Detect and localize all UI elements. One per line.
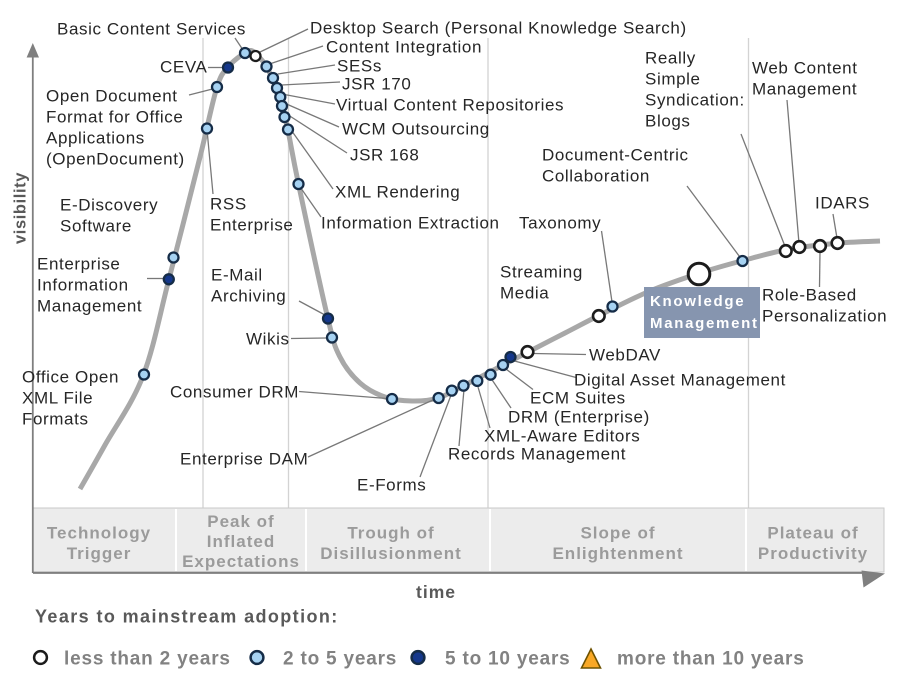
- svg-text:(OpenDocument): (OpenDocument): [46, 150, 185, 169]
- svg-text:Productivity: Productivity: [758, 544, 868, 563]
- svg-text:XML File: XML File: [22, 389, 93, 408]
- svg-text:E-Discovery: E-Discovery: [60, 196, 158, 215]
- svg-text:Management: Management: [37, 297, 142, 316]
- svg-text:Streaming: Streaming: [500, 263, 583, 282]
- svg-text:ECM Suites: ECM Suites: [530, 389, 626, 408]
- svg-text:Basic Content Services: Basic Content Services: [57, 20, 246, 39]
- svg-text:Expectations: Expectations: [182, 552, 300, 571]
- svg-text:Consumer DRM: Consumer DRM: [170, 383, 299, 402]
- svg-text:5 to 10 years: 5 to 10 years: [445, 649, 571, 670]
- svg-text:Office Open: Office Open: [22, 368, 119, 387]
- svg-text:Syndication:: Syndication:: [645, 91, 745, 110]
- svg-text:Knowledge: Knowledge: [650, 293, 745, 310]
- svg-text:WCM Outsourcing: WCM Outsourcing: [342, 120, 490, 139]
- svg-text:Personalization: Personalization: [762, 307, 887, 326]
- svg-text:Information Extraction: Information Extraction: [321, 214, 500, 233]
- svg-text:Peak of: Peak of: [207, 512, 274, 531]
- svg-text:Blogs: Blogs: [645, 112, 691, 131]
- svg-text:Virtual Content Repositories: Virtual Content Repositories: [336, 96, 564, 115]
- svg-text:Open Document: Open Document: [46, 87, 178, 106]
- svg-text:Collaboration: Collaboration: [542, 167, 650, 186]
- svg-text:E-Mail: E-Mail: [211, 266, 263, 285]
- svg-text:Disillusionment: Disillusionment: [320, 544, 462, 563]
- svg-text:DRM (Enterprise): DRM (Enterprise): [508, 408, 650, 427]
- svg-text:2 to 5 years: 2 to 5 years: [283, 649, 397, 670]
- svg-text:Technology: Technology: [47, 524, 151, 543]
- svg-text:Trigger: Trigger: [67, 544, 132, 563]
- svg-text:IDARS: IDARS: [815, 194, 870, 213]
- svg-text:Software: Software: [60, 217, 132, 236]
- svg-text:Information: Information: [37, 276, 129, 295]
- svg-text:Format for Office: Format for Office: [46, 108, 183, 127]
- svg-text:Trough of: Trough of: [347, 524, 434, 543]
- svg-text:more than 10 years: more than 10 years: [617, 649, 805, 670]
- svg-text:Web Content: Web Content: [752, 59, 858, 78]
- svg-text:Desktop Search (Personal Knowl: Desktop Search (Personal Knowledge Searc…: [310, 19, 687, 38]
- svg-text:visibility: visibility: [12, 172, 30, 244]
- svg-text:Inflated: Inflated: [207, 532, 275, 551]
- svg-text:Really: Really: [645, 49, 696, 68]
- svg-text:Plateau of: Plateau of: [767, 524, 858, 543]
- svg-text:Enlightenment: Enlightenment: [552, 544, 683, 563]
- svg-text:Applications: Applications: [46, 129, 145, 148]
- svg-text:Role-Based: Role-Based: [762, 286, 857, 305]
- svg-text:XML-Aware Editors: XML-Aware Editors: [484, 427, 640, 446]
- svg-text:Archiving: Archiving: [211, 287, 286, 306]
- svg-text:Slope of: Slope of: [580, 524, 655, 543]
- svg-text:time: time: [416, 582, 456, 602]
- svg-text:Enterprise: Enterprise: [210, 216, 293, 235]
- svg-text:JSR 168: JSR 168: [350, 146, 419, 165]
- svg-text:Digital Asset Management: Digital Asset Management: [574, 371, 786, 390]
- svg-text:Records Management: Records Management: [448, 445, 626, 464]
- svg-text:Document-Centric: Document-Centric: [542, 146, 689, 165]
- svg-text:Taxonomy: Taxonomy: [519, 214, 601, 233]
- svg-text:Content Integration: Content Integration: [326, 38, 482, 57]
- svg-text:E-Forms: E-Forms: [357, 476, 426, 495]
- svg-text:Management: Management: [650, 315, 759, 332]
- svg-text:Wikis: Wikis: [246, 330, 290, 349]
- svg-text:WebDAV: WebDAV: [589, 346, 661, 365]
- svg-text:RSS: RSS: [210, 195, 247, 214]
- svg-text:Simple: Simple: [645, 70, 701, 89]
- svg-text:Management: Management: [752, 80, 857, 99]
- svg-text:Enterprise DAM: Enterprise DAM: [180, 450, 308, 469]
- svg-text:Media: Media: [500, 284, 549, 303]
- svg-text:Enterprise: Enterprise: [37, 255, 120, 274]
- svg-text:Years to mainstream adoption:: Years to mainstream adoption:: [35, 607, 339, 627]
- svg-text:JSR 170: JSR 170: [342, 75, 411, 94]
- svg-text:less than 2 years: less than 2 years: [64, 649, 231, 670]
- svg-text:Formats: Formats: [22, 410, 89, 429]
- svg-text:SESs: SESs: [337, 57, 382, 76]
- svg-text:XML Rendering: XML Rendering: [335, 183, 460, 202]
- svg-text:CEVA: CEVA: [160, 58, 207, 77]
